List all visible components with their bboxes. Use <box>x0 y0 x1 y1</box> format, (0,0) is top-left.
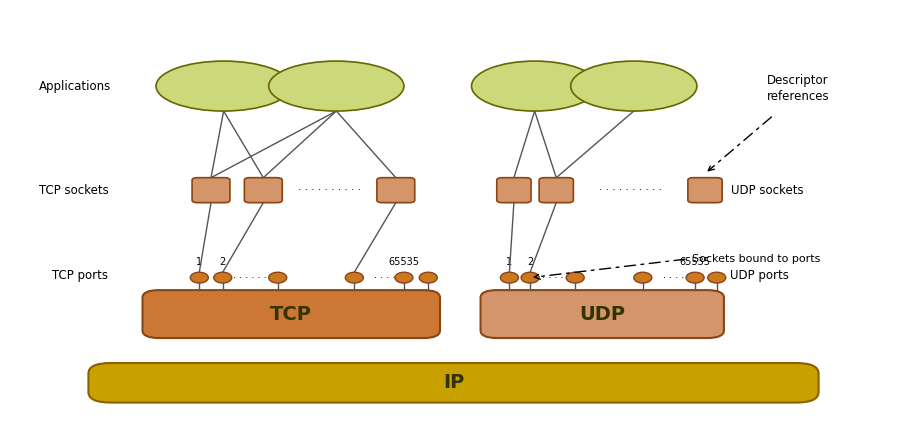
Text: · · · · · ·: · · · · · · <box>663 273 697 283</box>
FancyBboxPatch shape <box>539 178 573 203</box>
Ellipse shape <box>156 61 291 111</box>
Text: UDP: UDP <box>580 305 625 324</box>
Text: Sockets bound to ports: Sockets bound to ports <box>692 254 821 264</box>
Text: UDP sockets: UDP sockets <box>731 184 804 197</box>
Ellipse shape <box>395 272 413 283</box>
Ellipse shape <box>501 272 519 283</box>
Text: · · · · · ·: · · · · · · <box>375 273 408 283</box>
Text: UDP ports: UDP ports <box>730 269 789 282</box>
FancyBboxPatch shape <box>244 178 282 203</box>
Text: 1: 1 <box>506 257 512 267</box>
Text: 1: 1 <box>196 257 202 267</box>
Text: TCP ports: TCP ports <box>53 269 108 282</box>
Ellipse shape <box>472 61 598 111</box>
Ellipse shape <box>571 61 697 111</box>
Text: · · · · · · · · · ·: · · · · · · · · · · <box>298 185 361 195</box>
Ellipse shape <box>190 272 209 283</box>
Ellipse shape <box>522 272 539 283</box>
Text: 65535: 65535 <box>679 257 710 267</box>
FancyBboxPatch shape <box>688 178 722 203</box>
Text: 2: 2 <box>527 257 533 267</box>
FancyBboxPatch shape <box>192 178 230 203</box>
FancyBboxPatch shape <box>142 290 440 338</box>
Ellipse shape <box>268 272 287 283</box>
Text: · · · · · ·: · · · · · · <box>536 273 570 283</box>
Text: Descriptor
references: Descriptor references <box>767 74 830 103</box>
Ellipse shape <box>346 272 364 283</box>
Text: TCP sockets: TCP sockets <box>39 184 109 197</box>
FancyBboxPatch shape <box>497 178 531 203</box>
Ellipse shape <box>214 272 232 283</box>
Text: TCP: TCP <box>270 305 312 324</box>
Text: Applications: Applications <box>39 80 111 92</box>
Text: IP: IP <box>443 373 464 392</box>
FancyBboxPatch shape <box>377 178 414 203</box>
FancyBboxPatch shape <box>88 363 819 403</box>
Ellipse shape <box>707 272 726 283</box>
Text: · · · · · · · · · ·: · · · · · · · · · · <box>600 185 662 195</box>
Ellipse shape <box>419 272 437 283</box>
Ellipse shape <box>268 61 404 111</box>
Text: 2: 2 <box>219 257 226 267</box>
Ellipse shape <box>634 272 652 283</box>
Text: 65535: 65535 <box>388 257 419 267</box>
Text: · · · · · ·: · · · · · · <box>233 273 267 283</box>
Ellipse shape <box>686 272 704 283</box>
Ellipse shape <box>566 272 584 283</box>
FancyBboxPatch shape <box>481 290 724 338</box>
